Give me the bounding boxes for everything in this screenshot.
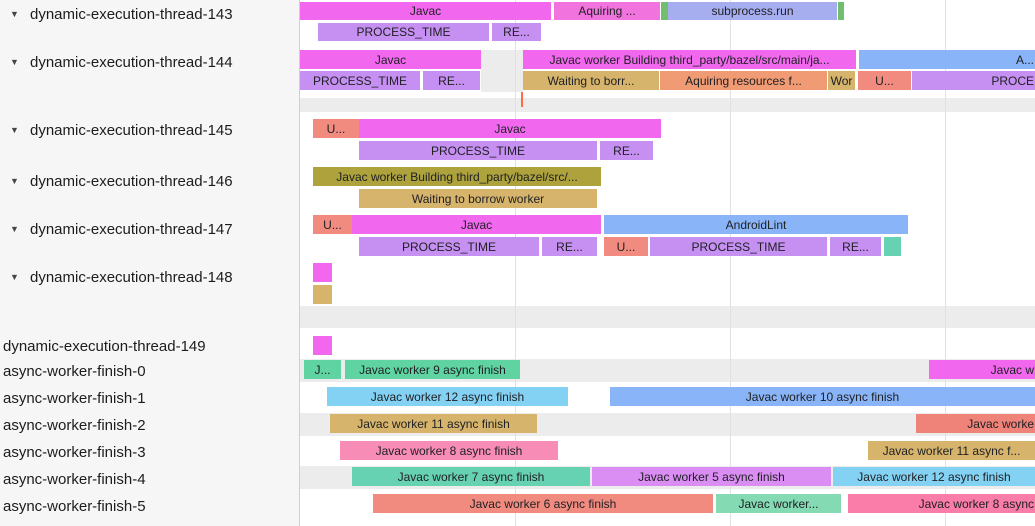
timeline-slice[interactable]: J... [304,360,341,379]
timeline-slice[interactable] [838,2,844,20]
timeline-slice[interactable]: Javac worker 8 async finish [340,441,558,460]
timeline-slice[interactable] [884,237,901,256]
sidebar-track-dynamic-execution-thread-144[interactable]: ▼ dynamic-execution-thread-144 [10,53,233,72]
timeline-slice[interactable]: PROCESS_TIME [359,141,597,160]
timeline-slice[interactable]: RE... [600,141,653,160]
timeline-slice[interactable]: Javac worker... [716,494,841,513]
track-label: dynamic-execution-thread-147 [30,221,233,238]
timeline-slice[interactable]: Javac [359,119,661,138]
sidebar-track-async-worker-finish-0[interactable]: async-worker-finish-0 [3,362,146,381]
sidebar-track-dynamic-execution-thread-143[interactable]: ▼ dynamic-execution-thread-143 [10,5,233,24]
timeline-slice[interactable]: PROCE [912,71,1035,90]
timeline-slice[interactable]: Javac worker 12 async finish [833,467,1035,486]
track-label: async-worker-finish-1 [3,390,146,407]
timeline-slice[interactable]: Javac worker 12 async finish [327,387,568,406]
sidebar-track-async-worker-finish-4[interactable]: async-worker-finish-4 [3,470,146,489]
track-label: dynamic-execution-thread-145 [30,122,233,139]
sidebar-track-async-worker-finish-3[interactable]: async-worker-finish-3 [3,443,146,462]
timeline-slice[interactable]: RE... [492,23,541,41]
collapse-arrow-icon[interactable]: ▼ [10,176,19,186]
track-label: dynamic-execution-thread-143 [30,6,233,23]
collapse-arrow-icon[interactable]: ▼ [10,224,19,234]
timeline-slice[interactable]: Javac worker 6 async finish [373,494,713,513]
timeline-slice[interactable]: Javac w [929,360,1035,379]
sidebar-track-async-worker-finish-2[interactable]: async-worker-finish-2 [3,416,146,435]
sidebar-track-dynamic-execution-thread-147[interactable]: ▼ dynamic-execution-thread-147 [10,220,233,239]
track-label: dynamic-execution-thread-144 [30,54,233,71]
track-label: async-worker-finish-5 [3,498,146,515]
sidebar-track-async-worker-finish-5[interactable]: async-worker-finish-5 [3,497,146,516]
collapse-arrow-icon[interactable]: ▼ [10,57,19,67]
timeline[interactable]: Javac Aquiring ... subprocess.run PROCESS_T… [300,0,1035,526]
timeline-slice[interactable]: PROCESS_TIME [318,23,489,41]
track-label: async-worker-finish-3 [3,444,146,461]
timeline-slice[interactable]: Aquiring resources f... [660,71,827,90]
track-label: dynamic-execution-thread-146 [30,173,233,190]
timeline-slice[interactable]: PROCESS_TIME [359,237,539,256]
timeline-slice[interactable]: RE... [423,71,480,90]
collapse-arrow-icon[interactable]: ▼ [10,272,19,282]
sidebar-track-dynamic-execution-thread-145[interactable]: ▼ dynamic-execution-thread-145 [10,121,233,140]
timeline-slice[interactable]: Waiting to borrow worker [359,189,597,208]
timeline-slice[interactable]: Javac worker Building third_party/bazel/… [523,50,856,69]
timeline-slice[interactable]: subprocess.run [668,2,837,20]
timeline-slice[interactable]: PROCESS_TIME [300,71,420,90]
timeline-slice[interactable]: RE... [830,237,881,256]
timeline-slice[interactable] [313,263,332,282]
timeline-slice[interactable]: Javac worker 9 async finish [345,360,520,379]
track-label: async-worker-finish-2 [3,417,146,434]
timeline-slice[interactable]: Javac worker 8 async [848,494,1035,513]
timeline-slice[interactable]: Aquiring ... [554,2,660,20]
sidebar-track-dynamic-execution-thread-149[interactable]: dynamic-execution-thread-149 [3,337,206,356]
timeline-slice[interactable]: Javac worker Building third_party/bazel/… [313,167,601,186]
timeline-slice[interactable]: Waiting to borr... [523,71,659,90]
sidebar-track-async-worker-finish-1[interactable]: async-worker-finish-1 [3,389,146,408]
track-label: async-worker-finish-4 [3,471,146,488]
timeline-slice[interactable]: U... [604,237,648,256]
timeline-slice[interactable]: Javac [352,215,601,234]
timeline-slice[interactable] [313,336,332,355]
instant-event-tick[interactable] [521,92,523,107]
timeline-slice[interactable]: Javac worker 5 async finish [592,467,831,486]
time-gridline [515,0,516,526]
track-label: async-worker-finish-0 [3,363,146,380]
timeline-slice[interactable]: AndroidLint [604,215,908,234]
collapse-arrow-icon[interactable]: ▼ [10,9,19,19]
timeline-slice[interactable]: Javac worker 7 async finish [352,467,590,486]
track-label: dynamic-execution-thread-149 [3,338,206,355]
track-background-band [481,50,523,92]
timeline-slice[interactable]: Wor [828,71,855,90]
timeline-slice[interactable] [661,2,668,20]
timeline-slice[interactable]: Javac [300,50,481,69]
timeline-slice[interactable]: U... [313,119,359,138]
time-gridline [945,0,946,526]
timeline-slice[interactable]: RE... [542,237,597,256]
timeline-slice[interactable] [313,285,332,304]
timeline-slice[interactable]: Javac worker 11 async finish [330,414,537,433]
timeline-slice[interactable]: Javac [300,2,551,20]
collapse-arrow-icon[interactable]: ▼ [10,125,19,135]
timeline-slice[interactable]: Javac worker 10 async finish [610,387,1035,406]
timeline-slice[interactable]: Javac worker 11 async f... [868,441,1035,460]
track-label: dynamic-execution-thread-148 [30,269,233,286]
timeline-slice[interactable]: PROCESS_TIME [650,237,827,256]
track-background-band [300,306,1035,328]
timeline-slice[interactable]: U... [858,71,911,90]
sidebar: ▼ dynamic-execution-thread-143 ▼ dynamic-ex… [0,0,300,526]
track-background-band [300,98,1035,112]
timeline-slice[interactable]: Javac worke [916,414,1035,433]
timeline-slice[interactable]: A... [859,50,1035,69]
sidebar-track-dynamic-execution-thread-146[interactable]: ▼ dynamic-execution-thread-146 [10,172,233,191]
sidebar-track-dynamic-execution-thread-148[interactable]: ▼ dynamic-execution-thread-148 [10,268,233,287]
time-gridline [730,0,731,526]
timeline-slice[interactable]: U... [313,215,352,234]
